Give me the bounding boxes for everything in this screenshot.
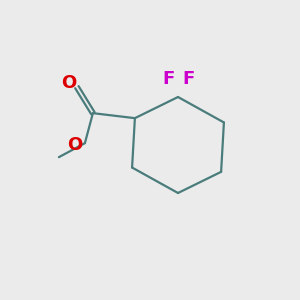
Text: O: O <box>61 74 76 92</box>
Text: O: O <box>67 136 83 154</box>
Text: F: F <box>182 70 194 88</box>
Text: F: F <box>162 70 174 88</box>
